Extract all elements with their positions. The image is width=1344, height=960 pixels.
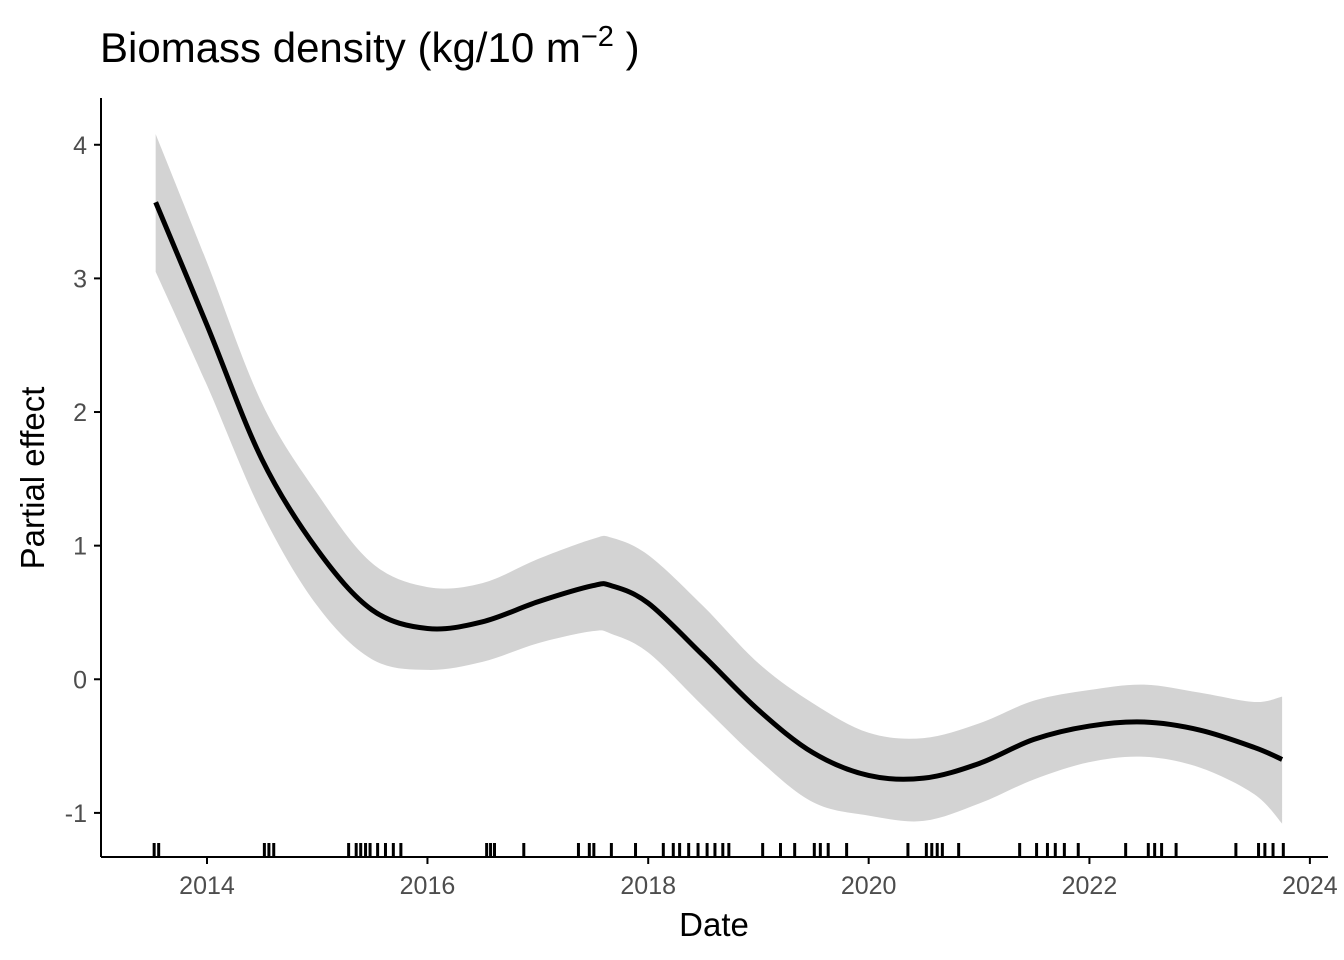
confidence-band [155,134,1283,824]
chart-title-superscript: −2 [581,21,614,53]
x-tick-label: 2024 [1282,872,1338,900]
y-tick-label: 2 [73,399,87,427]
x-axis-title: Date [679,906,749,943]
y-tick-label: 0 [73,666,87,694]
x-tick-label: 2020 [841,872,897,900]
y-tick-label: -1 [65,800,87,828]
chart-title-suffix: ) [614,24,640,71]
chart-title-main: Biomass density (kg/10 m [100,24,581,71]
y-tick-label: 1 [73,533,87,561]
chart-title: Biomass density (kg/10 m−2 ) [100,21,640,71]
x-tick-label: 2022 [1062,872,1118,900]
rug-marks [152,843,1285,857]
x-axis-ticks: 2014 2016 2018 2020 2022 2024 [179,857,1338,900]
y-axis-title: Partial effect [14,387,51,570]
y-tick-label: 3 [73,265,87,293]
fit-line [153,201,1284,782]
x-tick-label: 2018 [620,872,676,900]
y-tick-label: 4 [73,132,87,160]
y-axis-ticks: -1 0 1 2 3 4 [65,132,101,828]
x-tick-label: 2014 [179,872,235,900]
x-tick-label: 2016 [400,872,456,900]
